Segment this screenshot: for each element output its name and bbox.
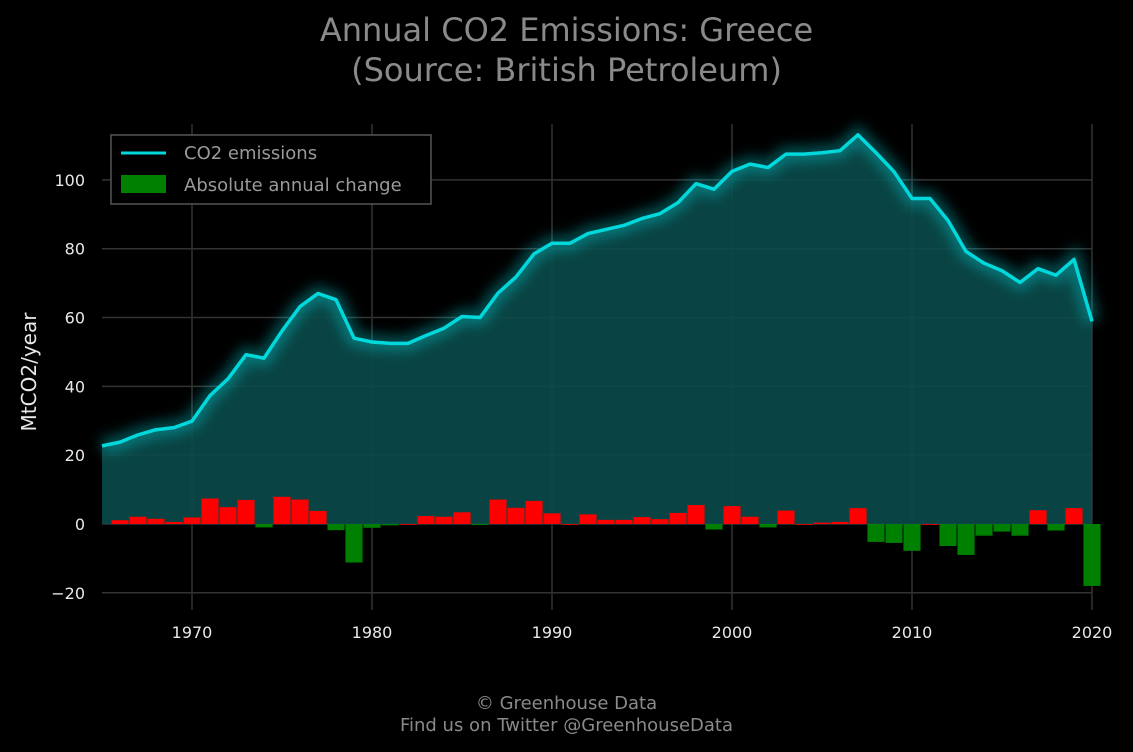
change-bar	[201, 498, 219, 524]
x-tick-label: 1990	[532, 623, 573, 642]
change-bar	[597, 519, 615, 524]
legend-label-emissions: CO2 emissions	[184, 143, 317, 164]
change-bar	[327, 523, 345, 531]
change-bar	[381, 523, 399, 526]
change-bar	[669, 512, 687, 524]
change-bar	[849, 508, 867, 524]
change-bar	[399, 523, 417, 525]
change-bar	[453, 512, 471, 524]
change-bar	[237, 499, 255, 524]
y-axis-label: MtCO2/year	[17, 312, 41, 432]
change-bar	[1047, 523, 1065, 531]
change-bar	[255, 523, 273, 528]
legend-label-change: Absolute annual change	[184, 175, 402, 196]
change-bar	[1083, 523, 1101, 586]
y-tick-label: 40	[65, 377, 85, 396]
change-bar	[219, 507, 237, 524]
change-bar	[939, 523, 957, 547]
change-bar	[129, 516, 147, 524]
change-bar	[291, 499, 309, 524]
emissions-line-group	[100, 123, 1100, 454]
x-tick-label: 1970	[172, 623, 213, 642]
y-tick-label: −20	[51, 584, 85, 603]
change-bar	[903, 523, 921, 551]
change-bar	[741, 516, 759, 524]
ticks: 1970 1980 1990 2000 2010 2020 −20 0 20 40 60 80 100	[51, 171, 1112, 642]
change-bar	[165, 521, 183, 524]
change-bar	[993, 523, 1011, 532]
change-bar	[831, 521, 849, 524]
x-tick-label: 2000	[712, 623, 753, 642]
bars	[111, 496, 1101, 586]
chart-subtitle: (Source: British Petroleum)	[351, 51, 782, 89]
change-bar	[921, 523, 939, 525]
change-bar	[579, 514, 597, 524]
change-bar	[543, 513, 561, 524]
change-bar	[1011, 523, 1029, 536]
change-bar	[111, 520, 129, 524]
change-bar	[885, 523, 903, 543]
change-bar	[309, 510, 327, 524]
change-bar	[1029, 510, 1047, 524]
change-bar	[759, 523, 777, 528]
change-bar	[435, 516, 453, 524]
change-bar	[813, 522, 831, 524]
area-fill	[102, 134, 1092, 524]
legend-bar-swatch	[121, 175, 166, 193]
chart-title: Annual CO2 Emissions: Greece	[319, 11, 814, 49]
change-bar	[867, 523, 885, 542]
change-bar	[1065, 508, 1083, 524]
change-bar	[777, 510, 795, 524]
change-bar	[471, 523, 489, 526]
change-bar	[273, 496, 291, 524]
change-bar	[633, 517, 651, 524]
change-bar	[795, 523, 813, 525]
emissions-line	[101, 133, 1094, 448]
change-bar	[615, 519, 633, 524]
change-bar	[687, 505, 705, 524]
y-tick-label: 60	[65, 309, 85, 328]
change-bar	[957, 523, 975, 555]
change-bar	[651, 519, 669, 524]
y-tick-label: 20	[65, 446, 85, 465]
y-tick-label: 80	[65, 240, 85, 259]
change-bar	[147, 518, 165, 524]
change-bar	[507, 507, 525, 524]
footer-copyright: © Greenhouse Data	[475, 693, 658, 714]
emissions-area	[102, 134, 1092, 524]
change-bar	[363, 523, 381, 528]
y-tick-label: 100	[54, 171, 85, 190]
change-bar	[975, 523, 993, 536]
change-bar	[723, 506, 741, 524]
change-bar	[525, 500, 543, 524]
change-bar	[489, 499, 507, 524]
x-tick-label: 2020	[1072, 623, 1113, 642]
footer-twitter: Find us on Twitter @GreenhouseData	[399, 715, 734, 736]
change-bar	[417, 516, 435, 524]
x-tick-label: 2010	[892, 623, 933, 642]
x-tick-label: 1980	[352, 623, 393, 642]
legend: CO2 emissions Absolute annual change	[110, 134, 432, 205]
change-bar	[561, 523, 579, 525]
y-tick-label: 0	[75, 515, 85, 534]
change-bar	[345, 523, 363, 563]
change-bar	[183, 517, 201, 524]
change-bar	[705, 523, 723, 530]
